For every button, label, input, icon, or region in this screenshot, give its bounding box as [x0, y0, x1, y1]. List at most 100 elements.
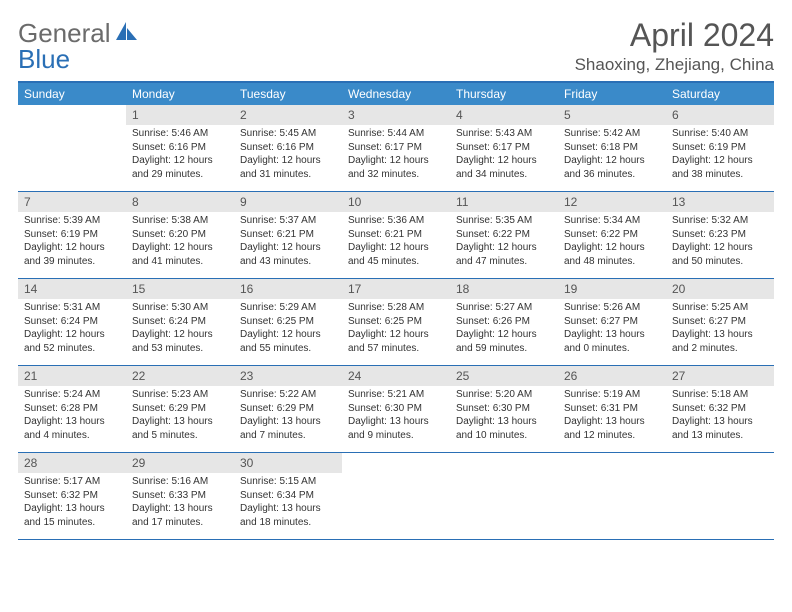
day-body: Sunrise: 5:21 AMSunset: 6:30 PMDaylight:… [342, 386, 450, 446]
title-block: April 2024 Shaoxing, Zhejiang, China [575, 18, 774, 75]
day-line: and 52 minutes. [24, 342, 120, 356]
weekday-header: Saturday [666, 83, 774, 105]
week-row: 14Sunrise: 5:31 AMSunset: 6:24 PMDayligh… [18, 279, 774, 366]
day-cell: 29Sunrise: 5:16 AMSunset: 6:33 PMDayligh… [126, 453, 234, 539]
weeks-container: .1Sunrise: 5:46 AMSunset: 6:16 PMDayligh… [18, 105, 774, 540]
day-line: Sunrise: 5:25 AM [672, 301, 768, 315]
day-line: and 48 minutes. [564, 255, 660, 269]
day-cell: . [18, 105, 126, 191]
day-number: 27 [666, 366, 774, 386]
day-body: Sunrise: 5:23 AMSunset: 6:29 PMDaylight:… [126, 386, 234, 446]
day-body: Sunrise: 5:43 AMSunset: 6:17 PMDaylight:… [450, 125, 558, 185]
weekday-header: Tuesday [234, 83, 342, 105]
day-line: and 15 minutes. [24, 516, 120, 530]
day-line: Daylight: 13 hours [240, 415, 336, 429]
day-line: Sunset: 6:29 PM [132, 402, 228, 416]
day-number: 19 [558, 279, 666, 299]
day-cell: 16Sunrise: 5:29 AMSunset: 6:25 PMDayligh… [234, 279, 342, 365]
day-line: and 10 minutes. [456, 429, 552, 443]
day-cell: 26Sunrise: 5:19 AMSunset: 6:31 PMDayligh… [558, 366, 666, 452]
day-number: 15 [126, 279, 234, 299]
day-cell: 20Sunrise: 5:25 AMSunset: 6:27 PMDayligh… [666, 279, 774, 365]
day-body: Sunrise: 5:16 AMSunset: 6:33 PMDaylight:… [126, 473, 234, 533]
day-line: Sunset: 6:34 PM [240, 489, 336, 503]
day-line: Sunrise: 5:29 AM [240, 301, 336, 315]
day-line: and 18 minutes. [240, 516, 336, 530]
day-number: 13 [666, 192, 774, 212]
day-number: 2 [234, 105, 342, 125]
day-line: Sunset: 6:18 PM [564, 141, 660, 155]
day-number: 5 [558, 105, 666, 125]
day-body: Sunrise: 5:19 AMSunset: 6:31 PMDaylight:… [558, 386, 666, 446]
day-line: Daylight: 13 hours [564, 328, 660, 342]
day-cell: . [558, 453, 666, 539]
day-body: Sunrise: 5:44 AMSunset: 6:17 PMDaylight:… [342, 125, 450, 185]
day-line: and 50 minutes. [672, 255, 768, 269]
day-body: Sunrise: 5:46 AMSunset: 6:16 PMDaylight:… [126, 125, 234, 185]
day-line: Sunrise: 5:42 AM [564, 127, 660, 141]
day-line: and 45 minutes. [348, 255, 444, 269]
day-line: and 4 minutes. [24, 429, 120, 443]
day-line: Daylight: 12 hours [24, 328, 120, 342]
day-line: Sunset: 6:32 PM [672, 402, 768, 416]
day-cell: 21Sunrise: 5:24 AMSunset: 6:28 PMDayligh… [18, 366, 126, 452]
day-line: Sunset: 6:29 PM [240, 402, 336, 416]
day-line: Sunrise: 5:16 AM [132, 475, 228, 489]
day-cell: 27Sunrise: 5:18 AMSunset: 6:32 PMDayligh… [666, 366, 774, 452]
day-line: Daylight: 12 hours [672, 154, 768, 168]
day-line: Sunrise: 5:28 AM [348, 301, 444, 315]
day-line: Daylight: 13 hours [24, 415, 120, 429]
day-cell: 13Sunrise: 5:32 AMSunset: 6:23 PMDayligh… [666, 192, 774, 278]
day-line: and 36 minutes. [564, 168, 660, 182]
day-line: Sunrise: 5:46 AM [132, 127, 228, 141]
day-body: Sunrise: 5:24 AMSunset: 6:28 PMDaylight:… [18, 386, 126, 446]
day-line: and 41 minutes. [132, 255, 228, 269]
day-body: Sunrise: 5:30 AMSunset: 6:24 PMDaylight:… [126, 299, 234, 359]
day-number: 16 [234, 279, 342, 299]
day-line: and 0 minutes. [564, 342, 660, 356]
day-cell: 25Sunrise: 5:20 AMSunset: 6:30 PMDayligh… [450, 366, 558, 452]
day-number: 10 [342, 192, 450, 212]
weekday-header: Wednesday [342, 83, 450, 105]
day-line: Daylight: 13 hours [456, 415, 552, 429]
day-number: 6 [666, 105, 774, 125]
day-line: Daylight: 13 hours [240, 502, 336, 516]
day-line: Sunrise: 5:15 AM [240, 475, 336, 489]
day-line: Daylight: 12 hours [456, 154, 552, 168]
day-number: 4 [450, 105, 558, 125]
day-cell: 12Sunrise: 5:34 AMSunset: 6:22 PMDayligh… [558, 192, 666, 278]
day-body: Sunrise: 5:22 AMSunset: 6:29 PMDaylight:… [234, 386, 342, 446]
day-line: Sunset: 6:25 PM [348, 315, 444, 329]
day-line: Sunrise: 5:36 AM [348, 214, 444, 228]
day-line: Daylight: 13 hours [24, 502, 120, 516]
day-body: Sunrise: 5:20 AMSunset: 6:30 PMDaylight:… [450, 386, 558, 446]
day-cell: . [342, 453, 450, 539]
week-row: .1Sunrise: 5:46 AMSunset: 6:16 PMDayligh… [18, 105, 774, 192]
day-number: 29 [126, 453, 234, 473]
day-line: Daylight: 12 hours [564, 154, 660, 168]
day-line: and 29 minutes. [132, 168, 228, 182]
day-cell: 6Sunrise: 5:40 AMSunset: 6:19 PMDaylight… [666, 105, 774, 191]
day-line: Daylight: 12 hours [132, 241, 228, 255]
day-number: 11 [450, 192, 558, 212]
day-number: 9 [234, 192, 342, 212]
day-line: Sunset: 6:20 PM [132, 228, 228, 242]
day-line: and 55 minutes. [240, 342, 336, 356]
day-line: Sunset: 6:33 PM [132, 489, 228, 503]
day-number: 21 [18, 366, 126, 386]
day-cell: 17Sunrise: 5:28 AMSunset: 6:25 PMDayligh… [342, 279, 450, 365]
day-line: Daylight: 13 hours [132, 502, 228, 516]
day-number: 24 [342, 366, 450, 386]
weekday-header: Friday [558, 83, 666, 105]
day-line: Sunset: 6:30 PM [348, 402, 444, 416]
day-line: Sunrise: 5:21 AM [348, 388, 444, 402]
day-line: Sunrise: 5:19 AM [564, 388, 660, 402]
weekday-header: Thursday [450, 83, 558, 105]
day-line: Sunrise: 5:22 AM [240, 388, 336, 402]
day-line: Daylight: 12 hours [564, 241, 660, 255]
weekday-header: Sunday [18, 83, 126, 105]
day-body: Sunrise: 5:32 AMSunset: 6:23 PMDaylight:… [666, 212, 774, 272]
day-line: Sunset: 6:28 PM [24, 402, 120, 416]
day-line: Sunrise: 5:44 AM [348, 127, 444, 141]
day-line: Daylight: 12 hours [456, 328, 552, 342]
